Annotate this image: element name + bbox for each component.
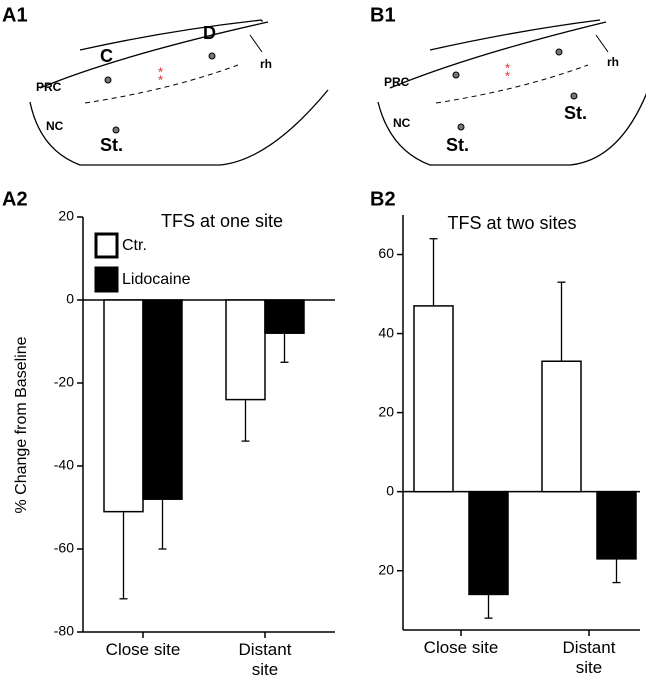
label: D [203,23,216,43]
label: PRC [384,75,410,89]
bar [468,490,509,596]
y-tick-label: 0 [66,291,74,307]
y-tick-label: 20 [58,208,74,224]
label: St. [446,135,469,155]
bar [264,299,305,334]
bar [142,299,183,500]
diagram-a1: A1 C D PRC NC St. rh * * [2,4,329,166]
site-dot [112,126,120,134]
x-tick-label: Close site [105,640,181,659]
bar [225,299,266,401]
label: NC [393,116,411,130]
bar [103,299,144,513]
panel-label: B1 [370,4,396,26]
outline [377,92,646,166]
chart-title: TFS at one site [161,211,283,231]
bar [541,360,582,493]
outline [389,21,607,89]
y-tick-label: 60 [378,245,394,261]
panel-label: A2 [2,188,28,210]
outline [29,89,329,166]
dashed-boundary [435,64,589,104]
label: C [100,46,113,66]
rh-line [595,34,609,53]
chart-title: TFS at two sites [447,213,576,233]
y-tick-label: -80 [54,623,74,639]
asterisk: * [505,68,510,83]
label: St. [100,135,123,155]
outline [39,21,269,89]
site-dot [555,48,563,56]
y-tick-label: 40 [378,324,394,340]
label: rh [607,55,619,69]
site-dot [457,123,465,131]
x-tick-label: Close site [423,638,499,657]
y-tick-label: 0 [386,482,394,498]
dashed-boundary [84,64,239,104]
asterisk: * [505,60,510,75]
site-dot [104,76,112,84]
y-tick-label: -40 [54,457,74,473]
x-tick-label: Distant site [562,638,616,677]
y-tick-label: 20 [378,403,394,419]
panel-label: A1 [2,4,28,26]
label: NC [46,119,64,133]
asterisk: * [158,72,163,87]
y-tick-label: -20 [54,374,74,390]
x-tick-label: Distant site [238,640,292,679]
legend-label: Lidocaine [122,271,191,288]
rh-line [249,34,263,53]
diagram-b1: B1 PRC NC St. St. rh * * [370,4,646,166]
bar [413,305,454,493]
site-dot [208,52,216,60]
legend-swatch [94,232,119,259]
label: rh [260,57,272,71]
label: PRC [36,80,62,94]
legend-label: Ctr. [122,237,147,254]
legend-swatch [94,266,119,293]
label: St. [564,103,587,123]
outline [79,19,263,51]
outline [429,19,601,51]
panel-label: B2 [370,188,396,210]
y-tick-label: 20 [378,561,394,577]
y-tick-label: -60 [54,540,74,556]
asterisk: * [158,64,163,79]
bar [596,490,637,560]
site-dot [452,71,460,79]
site-dot [570,92,578,100]
y-axis-label: % Change from Baseline [13,336,30,513]
